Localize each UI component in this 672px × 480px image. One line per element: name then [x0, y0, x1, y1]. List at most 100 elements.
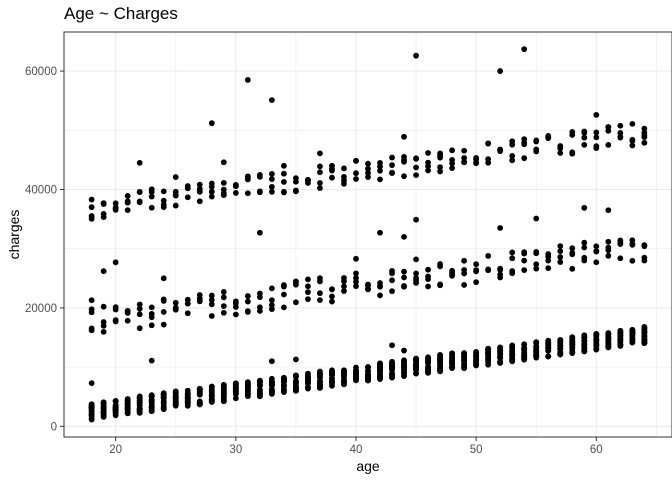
data-point	[160, 188, 167, 195]
data-point	[232, 384, 239, 391]
data-point	[148, 322, 155, 329]
data-point	[317, 150, 323, 157]
data-point	[449, 350, 456, 357]
data-point	[196, 386, 203, 392]
data-point	[365, 281, 371, 288]
data-point	[124, 410, 131, 417]
data-point	[389, 374, 395, 381]
data-point	[88, 309, 95, 316]
data-point	[88, 415, 95, 422]
data-point	[256, 304, 263, 311]
data-point	[124, 404, 131, 411]
data-point	[136, 305, 143, 312]
data-point	[401, 233, 407, 240]
data-point	[593, 243, 600, 250]
data-point	[401, 364, 407, 370]
x-axis-label: age	[356, 458, 380, 474]
data-point	[533, 138, 540, 145]
data-point	[353, 278, 359, 285]
data-point	[329, 174, 335, 181]
data-point	[244, 385, 251, 392]
data-point	[401, 268, 407, 275]
data-point	[124, 308, 131, 315]
data-point	[124, 207, 131, 214]
data-point	[641, 329, 648, 336]
data-point	[100, 268, 107, 275]
axis-layer: 20 30 40 50 60 0 20000 40000 60000	[25, 66, 603, 456]
data-point	[341, 165, 347, 172]
data-point	[377, 163, 383, 170]
data-point	[377, 371, 383, 378]
data-point	[449, 165, 456, 172]
data-point	[353, 255, 359, 262]
data-point	[389, 162, 395, 169]
data-point	[461, 159, 468, 166]
data-point	[473, 349, 480, 355]
data-point	[521, 354, 528, 361]
data-point	[112, 318, 119, 325]
data-point	[593, 332, 600, 339]
data-point	[353, 364, 359, 371]
data-point	[220, 159, 227, 166]
data-point	[533, 265, 540, 272]
data-point	[641, 254, 648, 261]
data-point	[461, 282, 468, 288]
data-point	[641, 325, 648, 332]
y-tick-label: 20000	[25, 303, 57, 315]
data-point	[521, 341, 528, 348]
data-point	[353, 283, 359, 290]
x-tick-label: 40	[350, 444, 363, 456]
data-point	[124, 193, 131, 199]
data-point	[353, 370, 359, 377]
data-point	[160, 275, 167, 282]
data-point	[365, 165, 371, 172]
data-point	[124, 199, 131, 206]
data-point	[485, 140, 492, 147]
data-point	[641, 242, 648, 249]
data-point	[533, 348, 540, 355]
data-point	[172, 306, 179, 313]
data-point	[305, 289, 311, 296]
data-point	[256, 188, 263, 195]
data-point	[389, 169, 395, 176]
data-point	[569, 265, 576, 272]
data-point	[581, 244, 588, 251]
data-point	[461, 357, 468, 364]
data-point	[341, 368, 347, 375]
data-point	[413, 52, 419, 59]
data-point	[413, 216, 419, 223]
data-point	[148, 304, 155, 311]
data-point	[208, 297, 215, 303]
data-point	[425, 266, 431, 273]
data-point	[317, 275, 323, 282]
data-point	[232, 395, 239, 402]
data-point	[100, 303, 107, 310]
data-point	[341, 180, 347, 187]
data-point	[208, 120, 215, 127]
data-point	[437, 365, 443, 372]
data-point	[377, 292, 383, 299]
data-point	[280, 188, 287, 195]
data-point	[172, 395, 179, 402]
data-point	[136, 406, 143, 412]
data-point	[581, 239, 588, 246]
data-point	[413, 275, 419, 281]
data-point	[461, 257, 468, 264]
data-point	[557, 150, 564, 156]
data-point	[425, 150, 431, 156]
data-point	[88, 196, 95, 203]
data-point	[365, 286, 371, 293]
data-point	[317, 297, 323, 304]
data-point	[112, 200, 119, 207]
data-point	[641, 139, 648, 146]
data-point	[244, 190, 251, 197]
data-point	[136, 397, 143, 404]
data-point	[293, 299, 299, 306]
data-point	[413, 270, 419, 277]
x-tick-label: 50	[470, 444, 483, 456]
data-point	[557, 254, 564, 260]
data-point	[521, 46, 528, 53]
y-tick-label: 0	[51, 421, 57, 433]
data-point	[220, 388, 227, 395]
data-point	[497, 274, 504, 281]
